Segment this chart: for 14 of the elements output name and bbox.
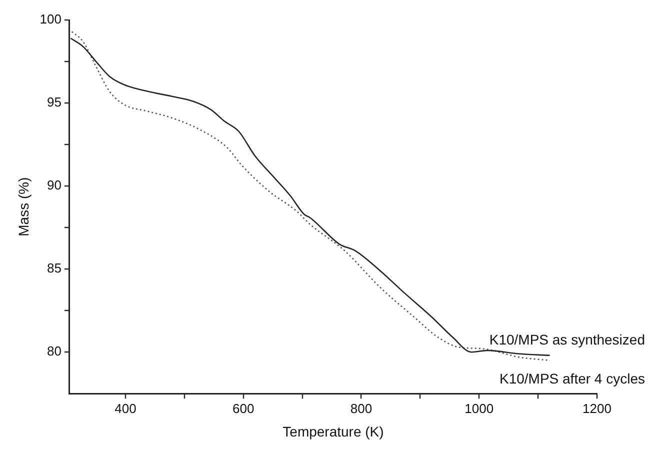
x-tick-label: 400 xyxy=(114,400,136,416)
y-tick-label: 95 xyxy=(47,94,62,110)
y-tick-label: 85 xyxy=(47,260,62,276)
y-axis-title: Mass (%) xyxy=(15,177,32,236)
x-tick-label: 800 xyxy=(350,400,372,416)
x-tick-label: 1000 xyxy=(464,400,494,416)
x-axis-title: Temperature (K) xyxy=(282,423,384,440)
x-tick-label: 600 xyxy=(232,400,254,416)
x-tick-label: 1200 xyxy=(582,400,612,416)
y-tick-label: 80 xyxy=(47,344,62,359)
y-tick-label: 90 xyxy=(47,178,62,193)
series-label: K10/MPS after 4 cycles xyxy=(499,370,645,386)
y-tick-label: 100 xyxy=(40,12,62,27)
series-label: K10/MPS as synthesized xyxy=(489,331,645,348)
